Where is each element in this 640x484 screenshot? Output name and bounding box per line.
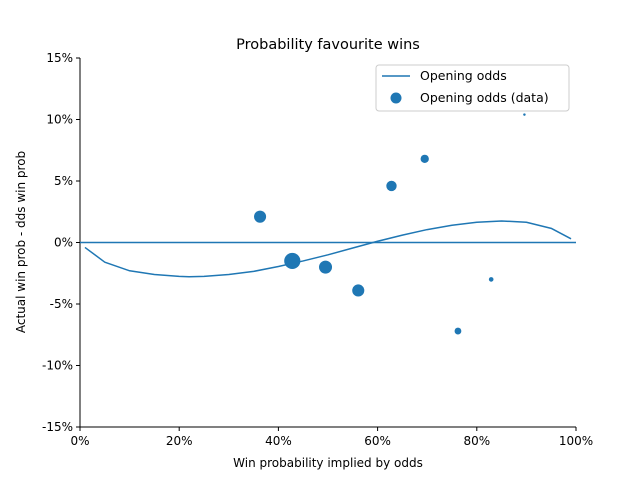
- x-tick-label: 40%: [265, 434, 292, 448]
- data-point: [254, 210, 267, 223]
- legend-label: Opening odds (data): [420, 90, 549, 105]
- data-point: [352, 284, 365, 297]
- data-point: [420, 154, 429, 164]
- data-point: [319, 260, 333, 274]
- y-tick-label: -5%: [50, 297, 73, 311]
- x-tick-label: 0%: [70, 434, 89, 448]
- legend-box: [375, 64, 570, 112]
- x-axis-label: Win probability implied by odds: [233, 456, 423, 470]
- legend-label: Opening odds: [420, 68, 507, 83]
- series-line-opening-odds: [84, 220, 572, 278]
- y-tick-label: 5%: [54, 174, 73, 188]
- data-point: [454, 327, 462, 335]
- data-point: [386, 180, 397, 192]
- chart-title: Probability favourite wins: [236, 37, 420, 53]
- data-point: [488, 277, 494, 282]
- y-tick-label: 0%: [54, 236, 73, 250]
- data-point: [284, 252, 301, 270]
- x-tick-label: 60%: [364, 434, 391, 448]
- legend: Opening odds Opening odds (data): [375, 64, 570, 112]
- x-tick-label: 80%: [463, 434, 490, 448]
- x-tick-label: 20%: [166, 434, 193, 448]
- data-point: [523, 113, 526, 116]
- y-tick-label: -10%: [42, 359, 73, 373]
- y-tick-label: -15%: [42, 420, 73, 434]
- y-tick-label: 10%: [46, 113, 73, 127]
- y-tick-label: 15%: [46, 51, 73, 65]
- x-tick-label: 100%: [559, 434, 593, 448]
- legend-marker-swatch: [390, 92, 402, 104]
- y-axis-label: Actual win prob - dds win prob: [14, 151, 28, 333]
- plot-area: 0% 20% 40% 60% 80% 100% -15% -10% -5% 0% 5% 10% 15%: [42, 51, 593, 448]
